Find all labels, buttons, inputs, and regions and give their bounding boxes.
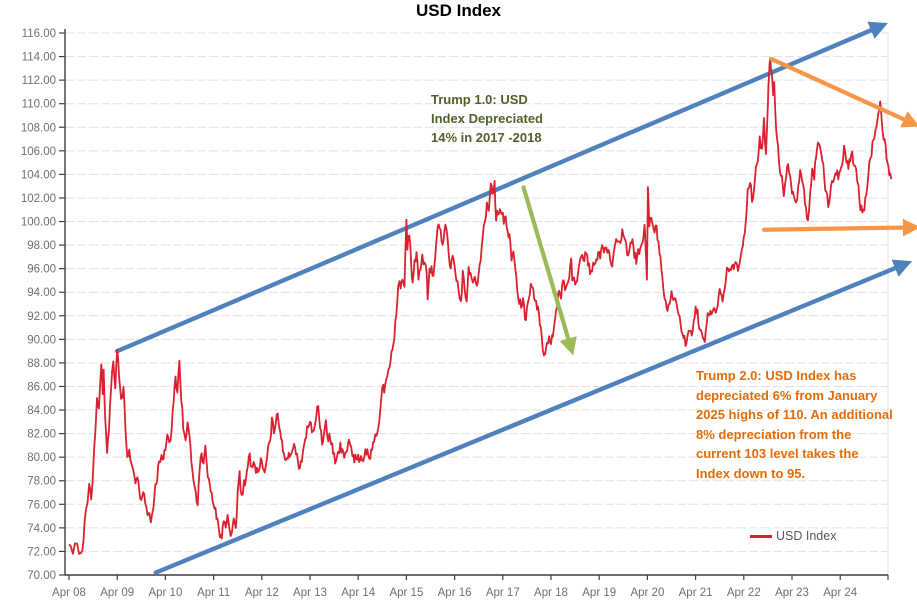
x-tick-label: Apr 12: [245, 587, 279, 599]
trump1-annotation-line: Index Depreciated: [431, 111, 543, 126]
x-tick-label: Apr 10: [148, 587, 182, 599]
x-tick-label: Apr 20: [630, 587, 664, 599]
x-tick-label: Apr 19: [582, 587, 616, 599]
y-tick-label: 96.00: [27, 264, 56, 276]
y-tick-label: 108.00: [21, 122, 56, 134]
trump1-annotation: Trump 1.0: USD Index Depreciated 14% in …: [431, 90, 543, 147]
x-tick-label: Apr 24: [823, 587, 857, 599]
usd-index-line: [68, 56, 893, 555]
y-tick-label: 90.00: [27, 334, 56, 346]
trump2-decline-arrow: [769, 56, 917, 128]
y-tick-label: 116.00: [22, 28, 56, 40]
trump1-annotation-line: Trump 1.0: USD: [431, 92, 528, 107]
x-tick-label: Apr 09: [100, 587, 134, 599]
x-tick-label: Apr 23: [775, 587, 809, 599]
y-tick-label: 100.00: [21, 217, 56, 229]
x-tick-label: Apr 08: [52, 587, 86, 599]
y-tick-label: 98.00: [27, 240, 56, 252]
y-tick-label: 112.00: [22, 75, 56, 87]
y-tick-label: 72.00: [27, 546, 56, 558]
x-tick-label: Apr 15: [389, 587, 423, 599]
y-tick-label: 86.00: [27, 381, 56, 393]
x-tick-label: Apr 14: [341, 587, 375, 599]
axes: 70.00 72.00 74.00 76.00 78.00 80.00 82.00 84.00…: [21, 28, 889, 599]
y-tick-label: 74.00: [27, 523, 56, 535]
trump2-annotation-line: current 103 level takes the: [696, 446, 859, 461]
x-tick-label: Apr 11: [197, 587, 230, 599]
y-tick-label: 82.00: [27, 429, 56, 441]
trump2-annotation: Trump 2.0: USD Index has depreciated 6% …: [696, 366, 893, 483]
y-tick-label: 76.00: [27, 499, 56, 511]
y-tick-label: 92.00: [27, 311, 56, 323]
legend-line-swatch-icon: [750, 534, 772, 538]
channel-upper-line: [114, 21, 888, 354]
x-tick-label: Apr 18: [534, 587, 568, 599]
legend: USD Index: [750, 529, 836, 543]
trump1-annotation-line: 14% in 2017 -2018: [431, 130, 542, 145]
y-tick-label: 94.00: [27, 287, 56, 299]
y-tick-label: 104.00: [21, 169, 56, 181]
trump2-annotation-line: 8% depreciation from the: [696, 426, 852, 442]
y-tick-label: 80.00: [27, 452, 56, 464]
y-tick-label: 106.00: [21, 146, 56, 158]
x-tick-label: Apr 21: [679, 587, 713, 599]
trump2-annotation-line: depreciated 6% from January: [696, 387, 878, 403]
x-tick-label: Apr 13: [293, 587, 327, 599]
y-tick-label: 88.00: [27, 358, 56, 370]
channel-lower-line: [153, 259, 913, 575]
y-tick-label: 114.00: [22, 52, 56, 64]
trump2-annotation-line: Index down to 95.: [696, 465, 806, 481]
trump1-decline-arrow: [521, 185, 577, 356]
x-tick-label: Apr 16: [438, 587, 472, 599]
x-tick-label: Apr 17: [486, 587, 520, 599]
trump2-annotation-line: 2025 highs of 110. An additional: [696, 407, 893, 422]
y-tick-label: 110.00: [22, 99, 56, 111]
y-tick-label: 84.00: [27, 405, 56, 417]
legend-label: USD Index: [776, 529, 837, 543]
target-level-arrow: [761, 218, 917, 237]
x-tick-label: Apr 22: [727, 587, 761, 599]
chart-title: USD Index: [415, 1, 502, 20]
y-tick-label: 70.00: [27, 570, 56, 582]
gridlines: [65, 32, 889, 575]
y-tick-label: 102.00: [21, 193, 56, 205]
trump2-annotation-line: Trump 2.0: USD Index has: [696, 368, 857, 383]
y-tick-label: 78.00: [27, 476, 56, 488]
